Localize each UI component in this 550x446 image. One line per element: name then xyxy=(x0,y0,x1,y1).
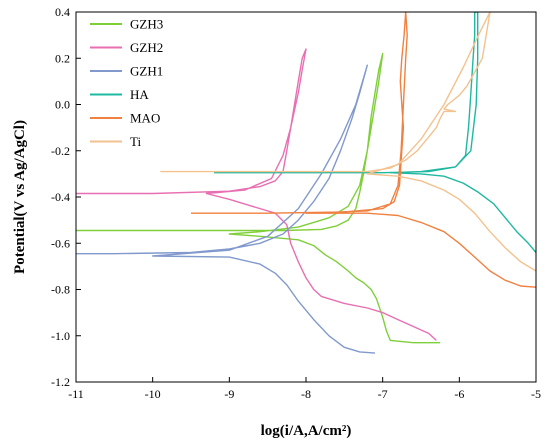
x-tick-label: -10 xyxy=(145,387,161,401)
y-tick-label: -0.8 xyxy=(51,283,70,297)
x-tick-label: -5 xyxy=(531,387,541,401)
x-tick-label: -8 xyxy=(301,387,311,401)
y-axis-title: Potential(V vs Ag/AgCl) xyxy=(12,120,28,274)
legend-label-gzh1: GZH1 xyxy=(130,64,163,79)
y-tick-label: -0.2 xyxy=(51,144,70,158)
y-tick-label: 0.4 xyxy=(55,5,70,19)
legend-label-ha: HA xyxy=(130,87,149,102)
x-tick-label: -7 xyxy=(378,387,388,401)
legend-label-gzh2: GZH2 xyxy=(130,40,163,55)
legend-label-ti: Ti xyxy=(130,134,141,149)
y-tick-label: -0.4 xyxy=(51,190,70,204)
y-tick-label: 0.0 xyxy=(55,98,70,112)
series-line-gzh1 xyxy=(76,64,376,354)
y-tick-label: -0.6 xyxy=(51,236,70,250)
series-line-mao xyxy=(191,12,536,288)
y-tick-label: -1.2 xyxy=(51,375,70,389)
series-layer xyxy=(76,12,536,354)
y-tick-label: 0.2 xyxy=(55,51,70,65)
series-line-ha xyxy=(214,12,536,253)
x-axis-title: log(i/A,A/cm²) xyxy=(261,423,352,439)
legend-label-gzh3: GZH3 xyxy=(130,17,163,32)
series-line-gzh3 xyxy=(76,52,441,344)
y-tick-label: -1.0 xyxy=(51,329,70,343)
series-line-gzh2 xyxy=(76,48,437,341)
x-tick-label: -9 xyxy=(224,387,234,401)
x-tick-label: -6 xyxy=(454,387,464,401)
legend: GZH3 GZH2 GZH1 HA MAO Ti xyxy=(90,17,163,149)
legend-label-mao: MAO xyxy=(130,111,160,126)
series-line-ti xyxy=(160,12,536,272)
x-tick-label: -11 xyxy=(68,387,84,401)
ticks-layer: -11 -10 -9 -8 -7 -6 -5 -1.2 -1.0 -0.8 -0.6 -0.4 -0.2… xyxy=(51,5,541,401)
